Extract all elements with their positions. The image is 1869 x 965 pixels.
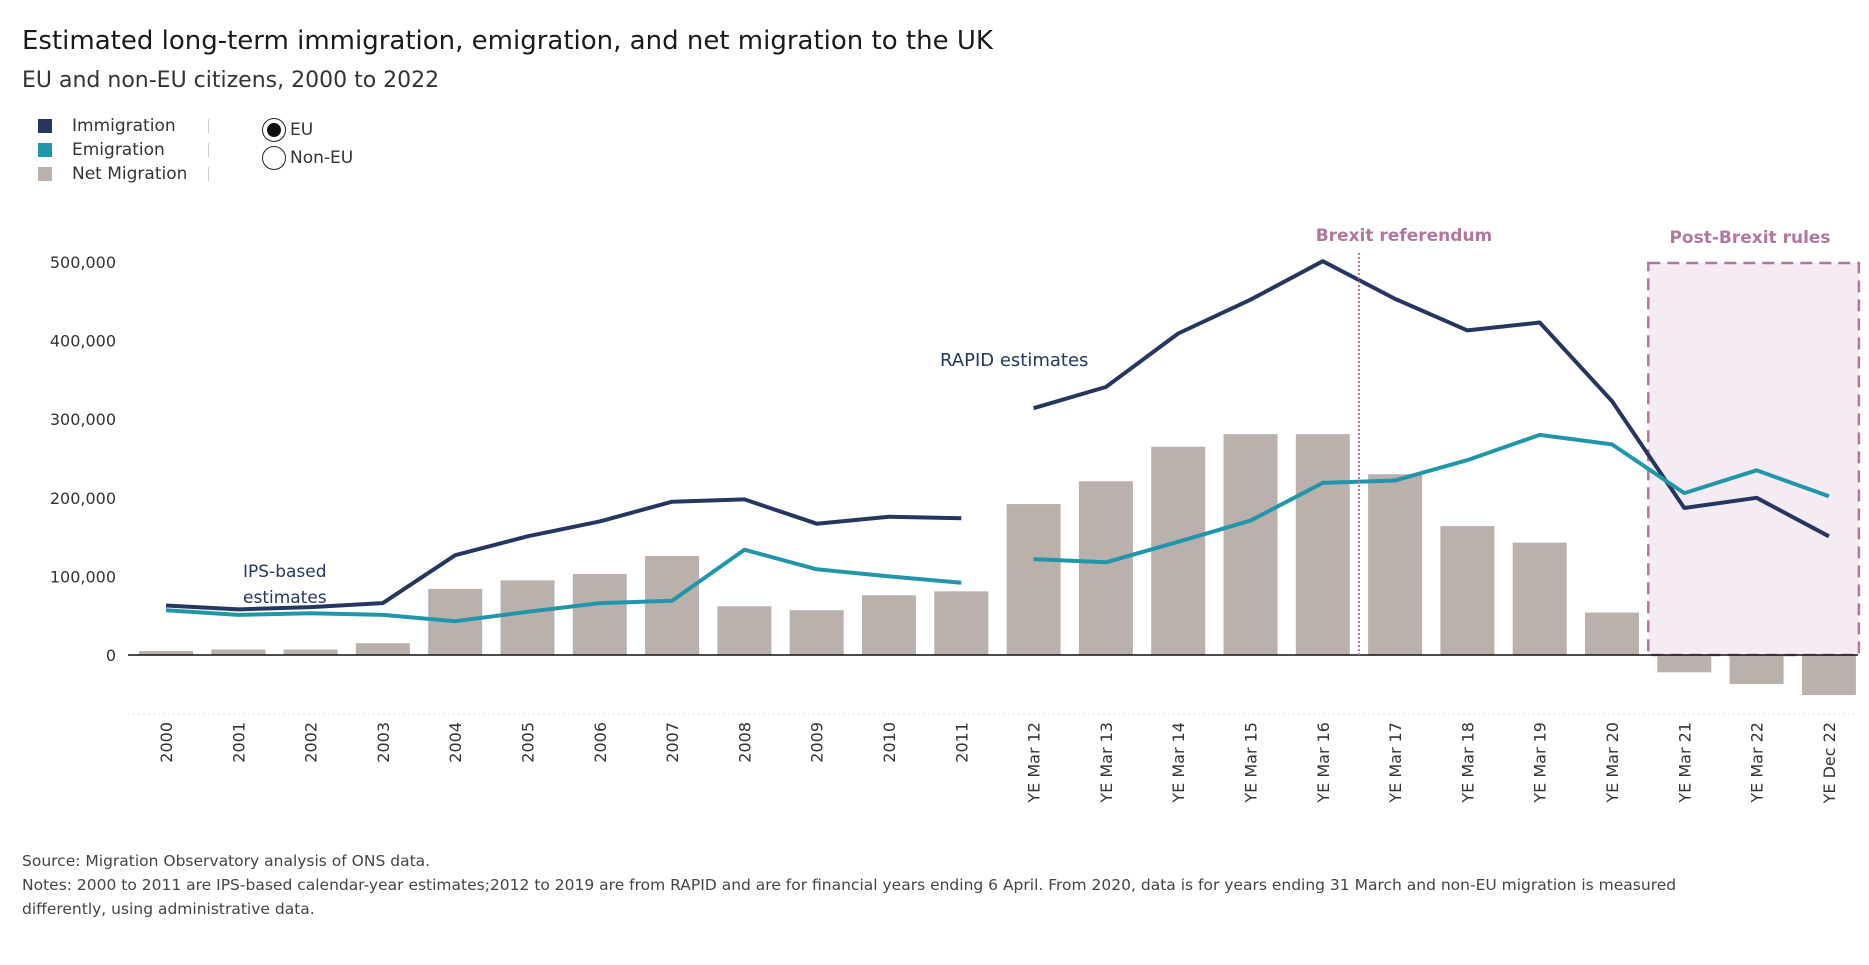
net-migration-bar [789,610,844,655]
y-tick-label: 300,000 [50,410,116,429]
x-tick-label: YE Mar 19 [1531,722,1550,804]
annotation-rapid-estimates: RAPID estimates [940,350,1088,371]
y-tick-label: 0 [106,646,116,665]
x-tick-label: 2002 [302,722,321,763]
net-migration-bar [645,555,700,655]
net-migration-bar [283,649,338,655]
net-migration-bar [1223,434,1278,655]
net-migration-bar [934,591,989,655]
x-tick-label: 2006 [591,722,610,763]
x-tick-label: YE Mar 21 [1675,722,1694,804]
x-tick-label: 2001 [229,722,248,763]
legend-label-net-migration: Net Migration [72,164,188,184]
net-migration-bar [1440,526,1495,655]
net-migration-bar [1295,434,1350,655]
chart-subtitle: EU and non-EU citizens, 2000 to 2022 [22,68,440,93]
notes-line-2: differently, using administrative data. [22,900,315,918]
emigration-swatch [38,143,52,157]
legend-label-emigration: Emigration [72,140,165,160]
radio-button-non-eu[interactable] [262,146,286,170]
emigration-line [165,547,962,624]
x-tick-label: 2005 [519,722,538,763]
post-brexit-region [1647,261,1861,657]
chart-title: Estimated long-term immigration, emigrat… [22,26,993,56]
net-migration-bar [355,643,410,655]
x-tick-label: YE Mar 13 [1097,722,1116,804]
immigration-line [1033,259,1830,539]
citizenship-filter: EU Non-EU [262,116,353,172]
net-migration-bar [211,649,266,655]
net-migration-bar [1512,542,1567,655]
immigration-swatch [38,119,52,133]
net-migration-swatch [38,167,52,181]
legend-separator [208,167,209,181]
notes-line-1: Notes: 2000 to 2011 are IPS-based calend… [22,876,1677,894]
annotation-brexit-referendum: Brexit referendum [1316,226,1493,246]
radio-button-eu[interactable] [262,118,286,142]
annotation-estimates: estimates [243,588,327,608]
y-tick-label: 500,000 [50,253,116,272]
legend-separator [208,143,209,157]
net-migration-bar [1078,481,1133,655]
radio-label-non-eu: Non-EU [290,148,354,168]
x-tick-label: YE Mar 22 [1748,722,1767,804]
x-tick-label: 2008 [735,722,754,763]
radio-option-eu[interactable]: EU [262,116,353,144]
net-migration-bar [572,574,627,655]
x-tick-label: YE Mar 17 [1386,722,1405,804]
x-tick-label: 2011 [952,722,971,763]
radio-selected-dot [267,123,281,137]
net-migration-bar [139,651,193,655]
net-migration-bar [1585,612,1639,655]
legend-item-net-migration[interactable]: Net Migration [38,162,209,186]
net-migration-bar [1801,655,1856,696]
x-tick-label: 2007 [663,722,682,763]
emigration-line [1033,432,1830,565]
x-tick-label: YE Mar 12 [1025,722,1044,804]
legend-item-immigration[interactable]: Immigration [38,114,209,138]
x-tick-label: YE Mar 15 [1242,722,1261,804]
x-tick-label: YE Mar 16 [1314,722,1333,804]
net-migration-bar [1729,655,1784,685]
annotation-post-brexit-rules: Post-Brexit rules [1669,228,1830,248]
net-migration-bar [862,595,916,655]
radio-label-eu: EU [290,120,314,140]
immigration-line [165,497,962,612]
net-migration-bar [1151,446,1206,655]
x-tick-label: 2003 [374,722,393,763]
x-tick-label: YE Dec 22 [1820,722,1839,804]
x-tick-label: YE Mar 20 [1603,722,1622,804]
legend: Immigration Emigration Net Migration [38,114,209,186]
y-tick-label: 200,000 [50,489,116,508]
legend-separator [208,119,209,133]
legend-label-immigration: Immigration [72,116,176,136]
y-tick-label: 100,000 [50,567,116,586]
x-tick-label: YE Mar 18 [1458,722,1477,804]
x-tick-label: 2000 [157,722,176,763]
x-tick-label: 2009 [808,722,827,763]
x-tick-label: 2004 [446,722,465,763]
legend-item-emigration[interactable]: Emigration [38,138,209,162]
net-migration-bar [500,580,555,655]
net-migration-bar [1657,655,1712,673]
x-tick-label: YE Mar 14 [1169,722,1188,804]
x-tick-label: 2010 [880,722,899,763]
net-migration-bar [1368,474,1423,655]
radio-option-non-eu[interactable]: Non-EU [262,144,353,172]
annotation-ips-based: IPS-based [243,562,327,582]
net-migration-bar [717,606,772,655]
y-tick-label: 400,000 [50,332,116,351]
net-migration-bar [1006,504,1061,655]
source-note: Source: Migration Observatory analysis o… [22,852,431,870]
